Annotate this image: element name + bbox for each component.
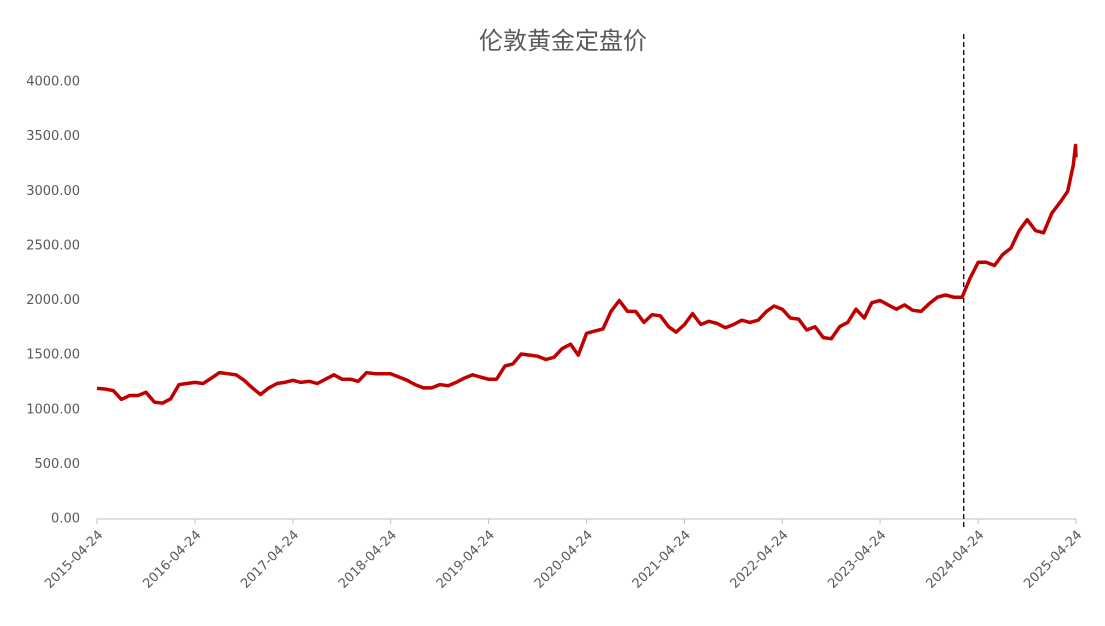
y-tick-label: 3000.00 (26, 184, 80, 199)
data-line (96, 143, 1078, 405)
y-tick-label: 500.00 (35, 457, 81, 472)
y-tick-label: 0.00 (51, 512, 80, 527)
y-tick-label: 4000.00 (26, 75, 80, 90)
y-tick-label: 1000.00 (26, 402, 80, 417)
y-tick-label: 2000.00 (26, 293, 80, 308)
chart-title: 伦敦黄金定盘价 (479, 27, 647, 55)
y-tick-label: 1500.00 (26, 348, 80, 363)
y-tick-label: 2500.00 (26, 238, 80, 253)
y-tick-label: 3500.00 (26, 129, 80, 144)
